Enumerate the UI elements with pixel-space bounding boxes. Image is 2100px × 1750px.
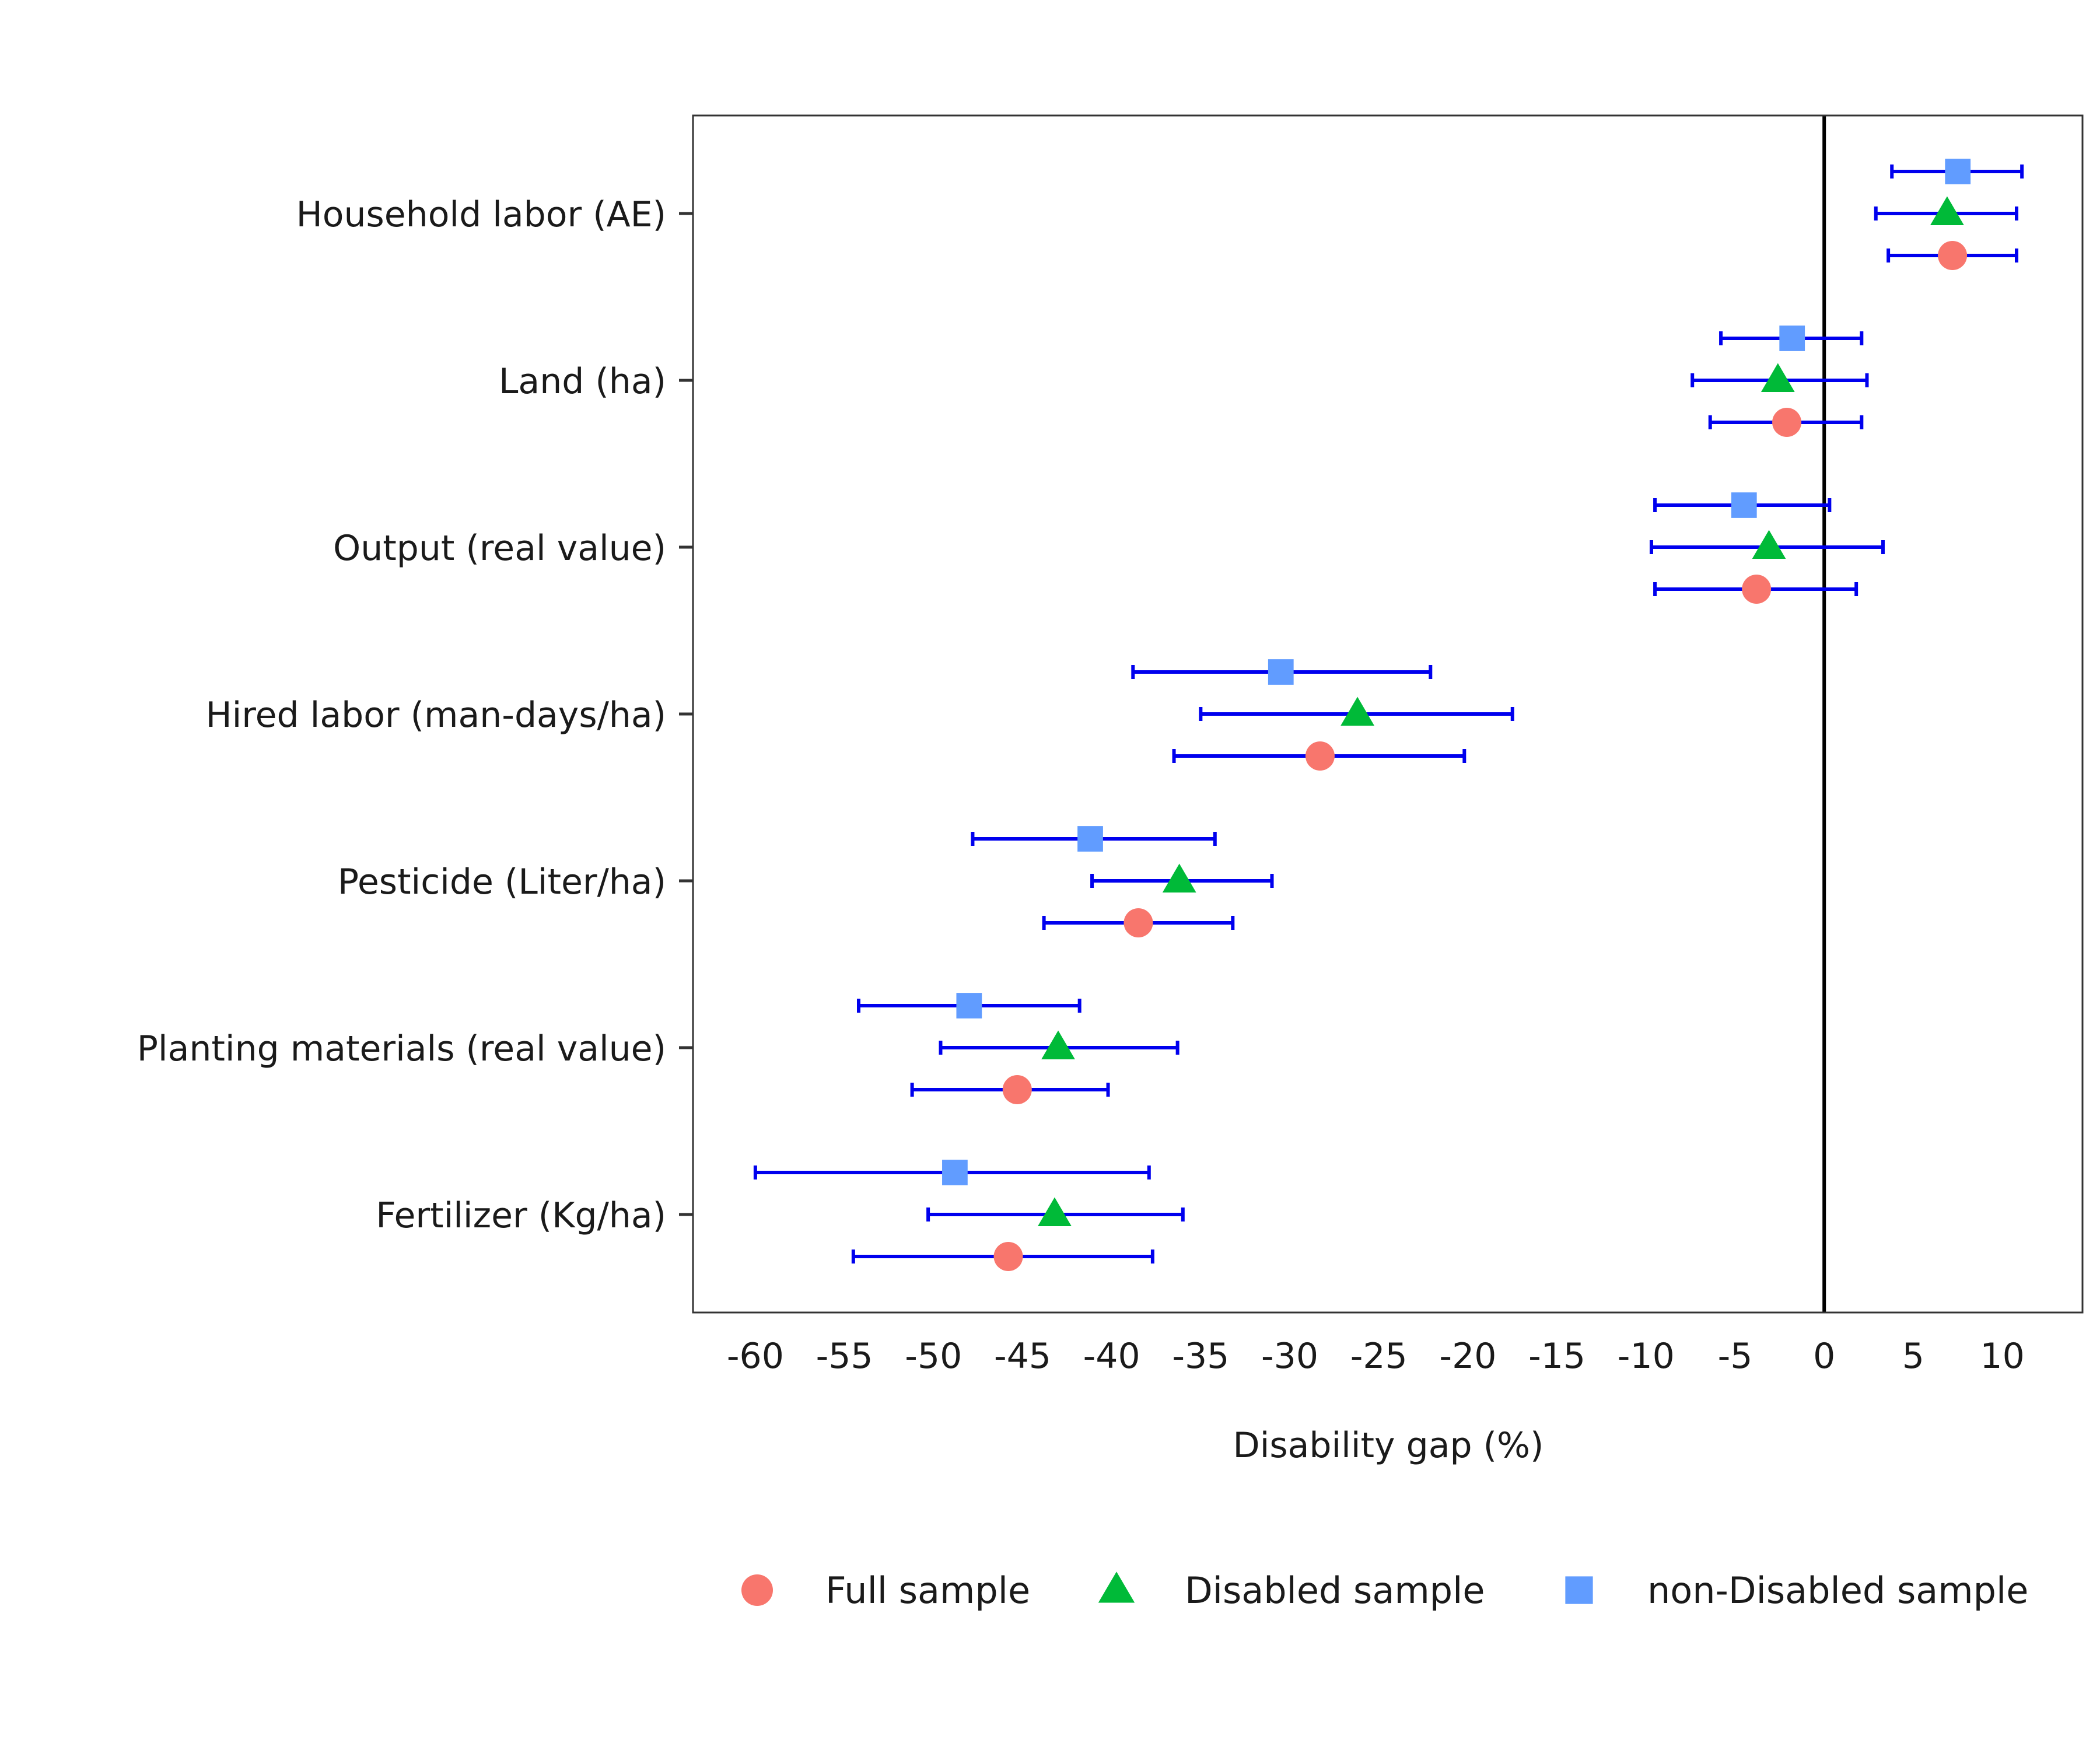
legend-marker xyxy=(741,1574,773,1606)
x-tick-label: -35 xyxy=(1172,1336,1229,1377)
data-point xyxy=(1731,492,1757,518)
data-point xyxy=(1938,241,1968,270)
x-tick-label: -55 xyxy=(816,1336,873,1377)
x-tick-label: 0 xyxy=(1813,1336,1835,1377)
legend-item: Full sample xyxy=(741,1569,1030,1612)
category-label: Fertilizer (Kg/ha) xyxy=(376,1195,666,1236)
legend: Full sample Disabled sample non-Disabled s… xyxy=(741,1569,2028,1612)
x-tick-label: -30 xyxy=(1261,1336,1318,1377)
x-tick-label: 5 xyxy=(1902,1336,1924,1377)
data-point xyxy=(1340,696,1374,726)
data-point xyxy=(1945,159,1971,184)
error-bars-layer xyxy=(753,164,2024,1264)
category-label: Land (ha) xyxy=(499,361,666,402)
data-point xyxy=(1760,363,1795,392)
x-tick-label: 10 xyxy=(1980,1336,2024,1377)
legend-label: non-Disabled sample xyxy=(1647,1569,2028,1612)
data-point xyxy=(1077,826,1103,852)
data-point xyxy=(1162,863,1196,892)
category-label: Household labor (AE) xyxy=(296,194,666,235)
category-label: Pesticide (Liter/ha) xyxy=(338,862,666,902)
x-tick-label: -5 xyxy=(1718,1336,1753,1377)
legend-label: Full sample xyxy=(825,1569,1030,1612)
x-tick-label: -40 xyxy=(1083,1336,1140,1377)
x-tick-label: -20 xyxy=(1439,1336,1496,1377)
legend-item: non-Disabled sample xyxy=(1565,1569,2028,1612)
data-point xyxy=(1742,575,1772,604)
points-layer xyxy=(942,159,1971,1271)
data-point xyxy=(1268,659,1294,685)
x-axis-title: Disability gap (%) xyxy=(1233,1425,1544,1466)
category-label: Output (real value) xyxy=(333,528,666,569)
data-point xyxy=(1002,1075,1032,1104)
x-tick-label: -25 xyxy=(1350,1336,1408,1377)
x-tick-label: -45 xyxy=(994,1336,1051,1377)
x-tick-label: -15 xyxy=(1528,1336,1586,1377)
legend-label: Disabled sample xyxy=(1185,1569,1485,1612)
data-point xyxy=(1779,326,1805,351)
x-axis: -60 -55 -50 -45 -40 -35 -30 -25 -20 -15 -10 -5 0 5 10 xyxy=(727,1336,2025,1377)
legend-marker xyxy=(1098,1572,1135,1603)
data-point xyxy=(1752,530,1786,559)
data-point xyxy=(1772,408,1802,437)
x-tick-label: -10 xyxy=(1618,1336,1675,1377)
data-point xyxy=(1041,1030,1075,1059)
data-point xyxy=(1930,196,1964,225)
x-tick-label: -60 xyxy=(727,1336,784,1377)
data-point xyxy=(1038,1197,1072,1226)
data-point xyxy=(942,1160,968,1185)
y-axis: Household labor (AE) Land (ha) Output (rea… xyxy=(137,194,693,1236)
legend-item: Disabled sample xyxy=(1098,1569,1485,1612)
data-point xyxy=(1124,908,1153,937)
data-point xyxy=(956,993,982,1019)
data-point xyxy=(1305,741,1335,771)
legend-marker xyxy=(1565,1576,1593,1604)
category-label: Planting materials (real value) xyxy=(137,1028,666,1069)
category-label: Hired labor (man-days/ha) xyxy=(205,695,666,736)
data-point xyxy=(993,1242,1023,1271)
x-tick-label: -50 xyxy=(905,1336,962,1377)
